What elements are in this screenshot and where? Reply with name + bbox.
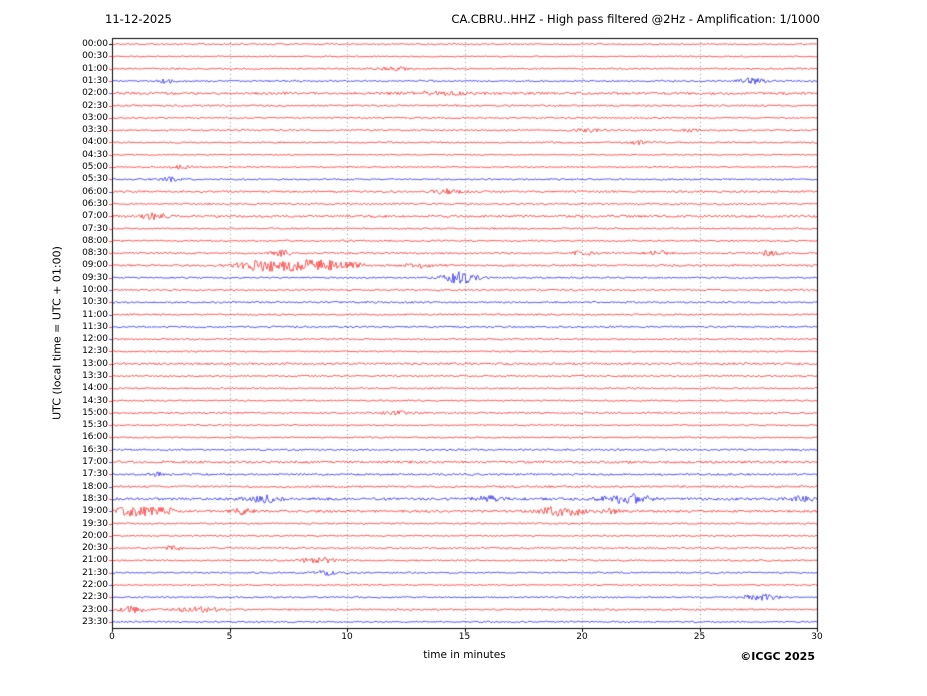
x-tick-label: 30: [811, 632, 823, 642]
x-axis-title: time in minutes: [423, 649, 506, 661]
x-tick-label: 20: [576, 632, 588, 642]
y-tick-label: 10:00: [82, 284, 108, 295]
y-tick-label: 03:00: [82, 112, 108, 123]
x-tick-label: 25: [693, 632, 706, 642]
y-tick-label: 06:00: [82, 186, 108, 197]
y-tick-label: 04:00: [82, 137, 108, 148]
y-tick-label: 18:30: [82, 493, 108, 504]
y-tick-label: 20:30: [82, 543, 108, 554]
y-tick-label: 23:00: [82, 604, 108, 615]
y-tick-label: 19:00: [82, 506, 108, 517]
y-tick-label: 14:00: [82, 383, 108, 394]
y-tick-label: 02:30: [82, 100, 108, 111]
y-tick-label: 10:30: [82, 297, 108, 308]
y-tick-label: 18:00: [82, 481, 108, 492]
y-tick-label: 15:00: [82, 407, 108, 418]
y-tick-label: 11:30: [82, 321, 108, 332]
y-tick-label: 02:00: [82, 88, 108, 99]
y-tick-label: 05:30: [82, 174, 108, 185]
y-tick-label: 20:00: [82, 530, 108, 541]
y-tick-label: 21:30: [82, 567, 108, 578]
plot-title: CA.CBRU..HHZ - High pass filtered @2Hz -…: [451, 12, 820, 26]
x-tick-label: 15: [458, 632, 471, 642]
y-tick-label: 11:00: [82, 309, 108, 320]
y-tick-label: 09:00: [82, 260, 108, 271]
y-tick-label: 13:30: [82, 371, 108, 382]
y-tick-label: 17:30: [82, 469, 108, 480]
y-tick-label: 07:00: [82, 211, 108, 222]
y-tick-label: 08:00: [82, 235, 108, 246]
y-tick-label: 07:30: [82, 223, 108, 234]
x-tick-label: 10: [341, 632, 353, 642]
x-tick-label: 0: [109, 632, 115, 642]
y-tick-label: 06:30: [82, 198, 108, 209]
y-tick-label: 15:30: [82, 420, 108, 431]
plot-date-label: 11-12-2025: [105, 12, 172, 26]
y-tick-label: 13:00: [82, 358, 108, 369]
y-tick-label: 00:00: [82, 39, 108, 50]
y-tick-label: 04:30: [82, 149, 108, 160]
y-tick-label: 05:00: [82, 162, 108, 173]
y-tick-label: 19:30: [82, 518, 108, 529]
y-tick-label: 16:00: [82, 432, 108, 443]
y-tick-label: 00:30: [82, 51, 108, 62]
copyright-label: ©ICGC 2025: [740, 650, 815, 663]
y-tick-label: 17:00: [82, 457, 108, 468]
y-tick-label: 09:30: [82, 272, 108, 283]
y-tick-label: 23:30: [82, 616, 108, 627]
y-tick-label: 16:30: [82, 444, 108, 455]
y-tick-label: 14:30: [82, 395, 108, 406]
y-tick-label: 01:00: [82, 63, 108, 74]
y-tick-label: 22:00: [82, 579, 108, 590]
y-tick-label: 12:00: [82, 334, 108, 345]
y-tick-label: 12:30: [82, 346, 108, 357]
y-tick-label: 21:00: [82, 555, 108, 566]
y-tick-label: 03:30: [82, 125, 108, 136]
y-tick-label: 22:30: [82, 592, 108, 603]
x-tick-label: 5: [226, 632, 233, 642]
y-tick-label: 01:30: [82, 76, 108, 87]
y-tick-label: 08:30: [82, 248, 108, 259]
